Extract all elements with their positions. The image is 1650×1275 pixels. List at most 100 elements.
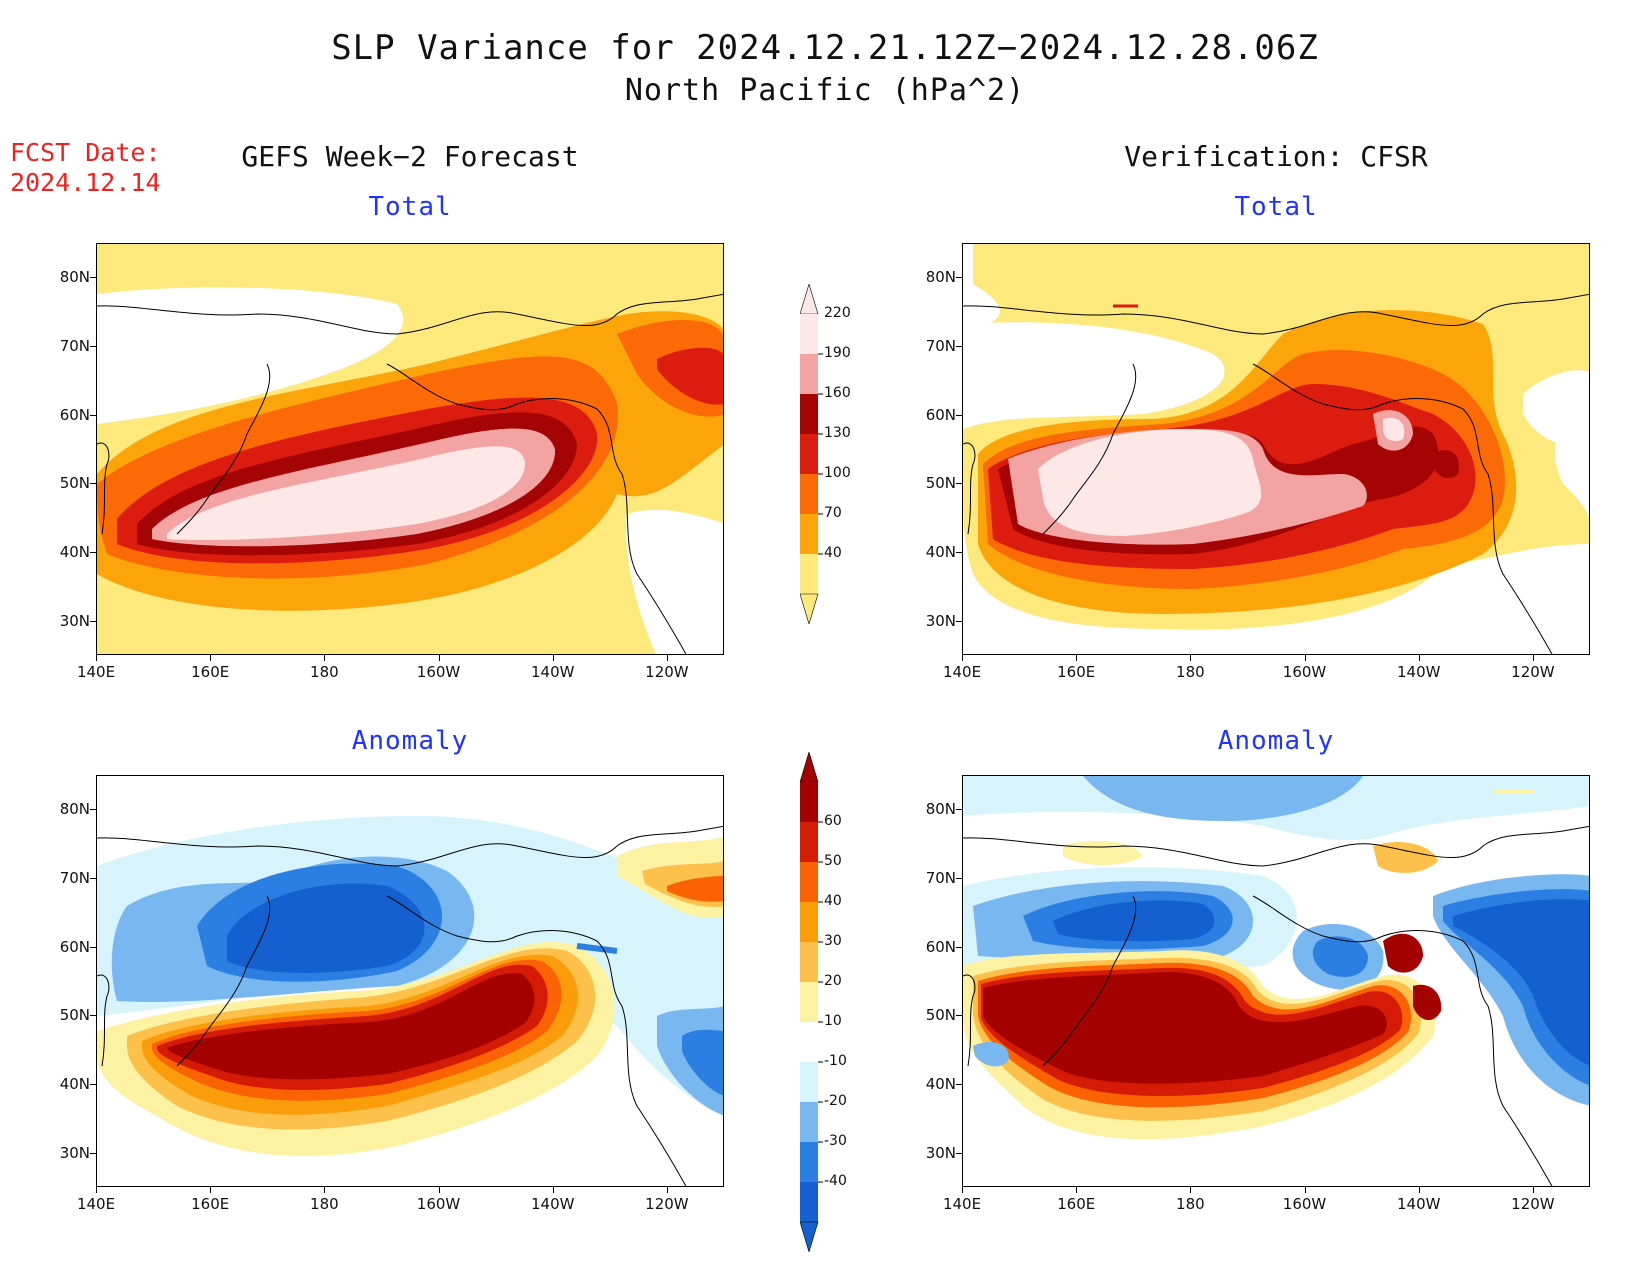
forecast-anomaly-field xyxy=(97,776,723,1186)
lon-tick-label: 140E xyxy=(76,1195,116,1213)
lat-tick-label: 40N xyxy=(59,1075,90,1093)
colorbar-segment xyxy=(800,354,818,394)
colorbar-segment xyxy=(800,1142,818,1182)
forecast-date-label: FCST Date: xyxy=(10,138,161,167)
lat-tick-label: 50N xyxy=(925,1006,956,1025)
lon-tick-label: 160E xyxy=(1057,1195,1096,1213)
lat-tick-label: 80N xyxy=(925,268,956,287)
lat-tick-mark xyxy=(956,1084,962,1085)
lat-tick-label: 40N xyxy=(925,543,956,561)
lat-tick-label: 30N xyxy=(925,1143,956,1162)
lon-tick-label: 140E xyxy=(942,1195,982,1213)
verification-total-field xyxy=(963,244,1589,654)
colorbar-label: 10 xyxy=(824,1013,842,1029)
lat-tick-mark xyxy=(90,483,96,485)
colorbar-label: 220 xyxy=(824,305,851,321)
lat-tick-mark xyxy=(956,414,962,416)
lon-tick-mark xyxy=(1418,1187,1420,1193)
coastline-overlay xyxy=(97,825,723,1186)
total-colorbar xyxy=(799,282,878,628)
lat-tick-mark xyxy=(90,414,96,416)
lon-tick-label: 160W xyxy=(1282,1195,1327,1213)
lat-tick-mark xyxy=(956,483,962,485)
lon-tick-mark xyxy=(1076,655,1078,661)
colorbar-top-arrow xyxy=(799,282,819,315)
colorbar-label: -30 xyxy=(824,1133,847,1149)
colorbar-label: 100 xyxy=(824,465,851,481)
forecast-anomaly-subtitle: Anomaly xyxy=(351,726,469,756)
lon-tick-label: 140W xyxy=(1396,1195,1441,1213)
lon-tick-mark xyxy=(962,655,963,661)
lat-tick-label: 60N xyxy=(925,937,956,956)
lat-tick-mark xyxy=(90,946,96,948)
anomaly-colorbar xyxy=(799,750,878,1256)
colorbar-top-arrow xyxy=(799,750,819,783)
lon-tick-label: 160E xyxy=(191,1195,230,1213)
colorbar-label: -40 xyxy=(824,1173,847,1189)
coastline-overlay xyxy=(963,293,1589,654)
lat-tick-label: 60N xyxy=(59,937,90,956)
lon-tick-mark xyxy=(324,655,326,661)
figure-title: SLP Variance for 2024.12.21.12Z−2024.12.… xyxy=(331,28,1319,68)
colorbar-label: 70 xyxy=(824,505,842,521)
verification-anomaly-map xyxy=(962,775,1590,1187)
colorbar-segment xyxy=(800,902,818,942)
lon-tick-mark xyxy=(1304,1187,1306,1193)
lon-tick-mark xyxy=(96,655,97,661)
colorbar-segment xyxy=(800,1022,818,1062)
lat-tick-mark xyxy=(90,620,96,622)
verification-anomaly-subtitle: Anomaly xyxy=(1217,726,1335,756)
lat-tick-mark xyxy=(90,1084,96,1085)
colorbar-segment xyxy=(800,1062,818,1102)
colorbar-label: 130 xyxy=(824,425,851,441)
lon-tick-mark xyxy=(1190,1187,1192,1193)
colorbar-label: 40 xyxy=(824,545,842,561)
lon-tick-label: 140E xyxy=(76,663,116,681)
colorbar-label: 50 xyxy=(824,853,842,869)
lon-tick-label: 140W xyxy=(1396,663,1441,681)
lon-tick-mark xyxy=(1076,1187,1078,1193)
forecast-total-field xyxy=(97,244,723,654)
lon-tick-mark xyxy=(1532,1187,1534,1193)
lat-tick-mark xyxy=(90,809,96,811)
colorbar-label: -20 xyxy=(824,1093,847,1109)
colorbar-segment xyxy=(800,942,818,982)
lat-tick-label: 70N xyxy=(59,869,90,887)
lon-tick-label: 180 xyxy=(310,1195,339,1213)
lat-tick-mark xyxy=(956,346,962,347)
lon-tick-mark xyxy=(666,655,668,661)
lon-tick-label: 160E xyxy=(1057,663,1096,681)
lon-tick-mark xyxy=(552,655,554,661)
lat-tick-mark xyxy=(956,809,962,811)
colorbar-bottom-arrow xyxy=(799,593,819,626)
colorbar-segment xyxy=(800,822,818,862)
colorbar-segment xyxy=(800,782,818,822)
colorbar-bottom-arrow xyxy=(799,1221,819,1254)
lon-tick-mark xyxy=(438,1187,440,1193)
colorbar-segment xyxy=(800,554,818,594)
lon-tick-mark xyxy=(1304,655,1306,661)
lon-tick-label: 120W xyxy=(1511,663,1555,681)
colorbar-segment xyxy=(800,862,818,902)
lon-tick-mark xyxy=(666,1187,668,1193)
lon-tick-mark xyxy=(210,655,212,661)
lon-tick-label: 160W xyxy=(416,1195,461,1213)
lon-tick-label: 120W xyxy=(645,1195,689,1213)
lon-tick-label: 180 xyxy=(1176,663,1205,681)
lon-tick-mark xyxy=(438,655,440,661)
lon-tick-mark xyxy=(1532,655,1534,661)
lat-tick-mark xyxy=(956,620,962,622)
lat-tick-label: 70N xyxy=(59,337,90,355)
lon-tick-label: 180 xyxy=(1176,1195,1205,1213)
lat-tick-label: 70N xyxy=(925,869,956,887)
lat-tick-mark xyxy=(956,277,962,279)
lat-tick-mark xyxy=(956,552,962,553)
verification-anomaly-field xyxy=(963,776,1589,1186)
lat-tick-mark xyxy=(90,878,96,879)
lat-tick-label: 30N xyxy=(925,611,956,630)
lat-tick-mark xyxy=(90,1015,96,1017)
colorbar-segment xyxy=(800,1102,818,1142)
lat-tick-mark xyxy=(90,277,96,279)
lat-tick-mark xyxy=(956,1015,962,1017)
lon-tick-label: 140W xyxy=(530,1195,575,1213)
